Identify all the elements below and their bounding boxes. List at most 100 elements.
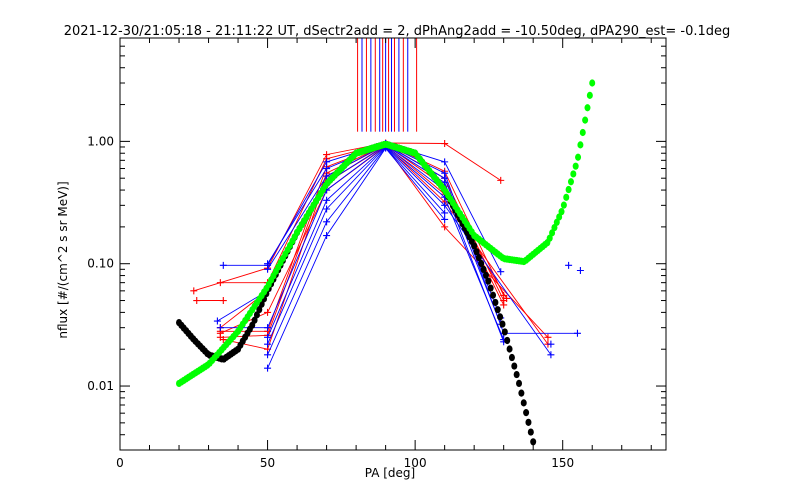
red-data-point <box>544 333 552 341</box>
black-fit-curve-dot <box>253 311 260 319</box>
blue-isolated-point <box>547 340 555 348</box>
black-fit-curve-dot <box>485 277 492 285</box>
blue-data-point <box>264 324 272 332</box>
black-fit-curve-dot <box>473 248 480 256</box>
blue-data-point <box>219 261 227 269</box>
y-tick-label: 0.10 <box>87 257 114 271</box>
blue-sweep-line <box>220 145 505 342</box>
green-fit-curve-dot <box>549 229 556 237</box>
green-fit-curve-dot <box>582 116 589 124</box>
red-data-point <box>216 279 224 287</box>
black-fit-curve-dot <box>487 284 494 292</box>
blue-data-point <box>213 317 221 325</box>
plot-area: 0 50 100 150 0.01 0.10 1.00 <box>87 37 667 470</box>
green-fit-curve-dot <box>551 223 558 232</box>
y-axis-ticks: 0.01 0.10 1.00 <box>87 37 666 451</box>
blue-data-point <box>441 201 449 209</box>
green-fit-curve-dot <box>560 201 567 209</box>
blue-data-point <box>264 340 272 348</box>
blue-sweep-line <box>267 147 445 369</box>
green-fit-curve-dot <box>589 79 596 87</box>
blue-data-point <box>323 158 331 166</box>
blue-data-point <box>264 333 272 341</box>
black-fit-curve-dot <box>508 353 515 362</box>
red-data-point <box>190 287 198 295</box>
red-data-point <box>503 294 511 302</box>
green-fit-curve-dot <box>565 185 572 194</box>
black-fit-curve-dot <box>492 298 499 307</box>
black-fit-curve-dot <box>490 291 497 299</box>
y-axis-label: nflux [#/(cm^2 s sr MeV)] <box>56 181 70 338</box>
blue-sweep-line <box>267 146 445 355</box>
black-fit-curve-dot <box>513 370 520 379</box>
green-fit-curve-dot <box>570 170 577 178</box>
black-fit-curve-dot <box>256 305 263 314</box>
black-fit-curve-dot <box>518 389 525 397</box>
blue-data-point <box>441 215 449 223</box>
blue-data-point <box>323 218 331 226</box>
blue-data-point <box>441 158 449 166</box>
red-data-point <box>497 176 505 184</box>
y-tick-label: 1.00 <box>87 134 114 148</box>
black-fit-curve-dot <box>527 428 534 436</box>
blue-isolated-point <box>565 261 573 269</box>
x-tick-label: 150 <box>551 456 574 470</box>
red-data-point <box>219 297 227 305</box>
black-fit-curve-dot <box>501 328 508 336</box>
blue-isolated-point <box>576 267 584 274</box>
vertical-markers <box>357 38 418 132</box>
chart-title: 2021-12-30/21:05:18 - 21:11:22 UT, dSect… <box>64 24 731 39</box>
black-fit-curve-dot <box>523 409 530 417</box>
green-fit-curve-dot <box>553 218 560 226</box>
green-fit-curve-dot <box>584 104 591 112</box>
black-fit-curve-dot <box>511 362 518 370</box>
black-fit-curve-dot <box>478 259 485 268</box>
black-fit-curve-dot <box>471 242 478 250</box>
red-data-point <box>264 308 272 316</box>
blue-data-point <box>441 209 449 217</box>
blue-data-point <box>323 205 331 213</box>
blue-data-point <box>323 165 331 173</box>
red-data-point <box>219 336 227 344</box>
blue-data-point <box>264 351 272 359</box>
green-fit-curve-dot <box>558 208 565 216</box>
x-tick-label: 0 <box>116 456 124 470</box>
y-tick-label: 0.01 <box>87 379 114 393</box>
green-fit-curve-dot <box>556 213 563 221</box>
blue-data-point <box>264 364 272 372</box>
blue-data-point <box>497 268 505 276</box>
x-tick-label: 100 <box>404 456 427 470</box>
black-fit-curve-dot <box>480 265 487 274</box>
red-data-point <box>441 140 449 148</box>
green-fit-curve <box>176 79 596 388</box>
black-fit-curve-dot <box>494 306 501 314</box>
red-sweep-line <box>193 142 501 292</box>
black-fit-curve-dot <box>499 320 506 328</box>
green-fit-curve-dot <box>572 162 579 170</box>
black-fit-curve-dot <box>520 399 527 407</box>
black-fit-curve-dot <box>516 379 523 388</box>
green-fit-curve-dot <box>546 234 553 242</box>
x-tick-label: 50 <box>260 456 275 470</box>
black-fit-curve-dot <box>506 345 513 353</box>
plot-frame <box>119 37 667 451</box>
black-fit-curve-dot <box>497 313 504 321</box>
black-fit-curve-dot <box>251 316 258 324</box>
black-fit-curve-dot <box>482 271 489 279</box>
red-data-point <box>500 301 508 309</box>
x-axis-label: PA [deg] <box>365 466 415 480</box>
blue-sweep-line <box>267 143 578 334</box>
black-fit-curve-dot <box>525 418 532 426</box>
black-fit-curve-dot <box>475 254 482 262</box>
green-fit-curve-dot <box>586 91 593 99</box>
blue-data-point <box>547 351 555 359</box>
black-fit-curve-dot <box>530 438 537 446</box>
blue-data-point <box>323 172 331 180</box>
green-fit-curve-dot <box>563 193 570 201</box>
blue-data-point <box>573 329 581 337</box>
blue-data-point <box>323 196 331 204</box>
x-axis-ticks: 0 50 100 150 <box>116 38 652 470</box>
blue-data-point <box>216 324 224 332</box>
